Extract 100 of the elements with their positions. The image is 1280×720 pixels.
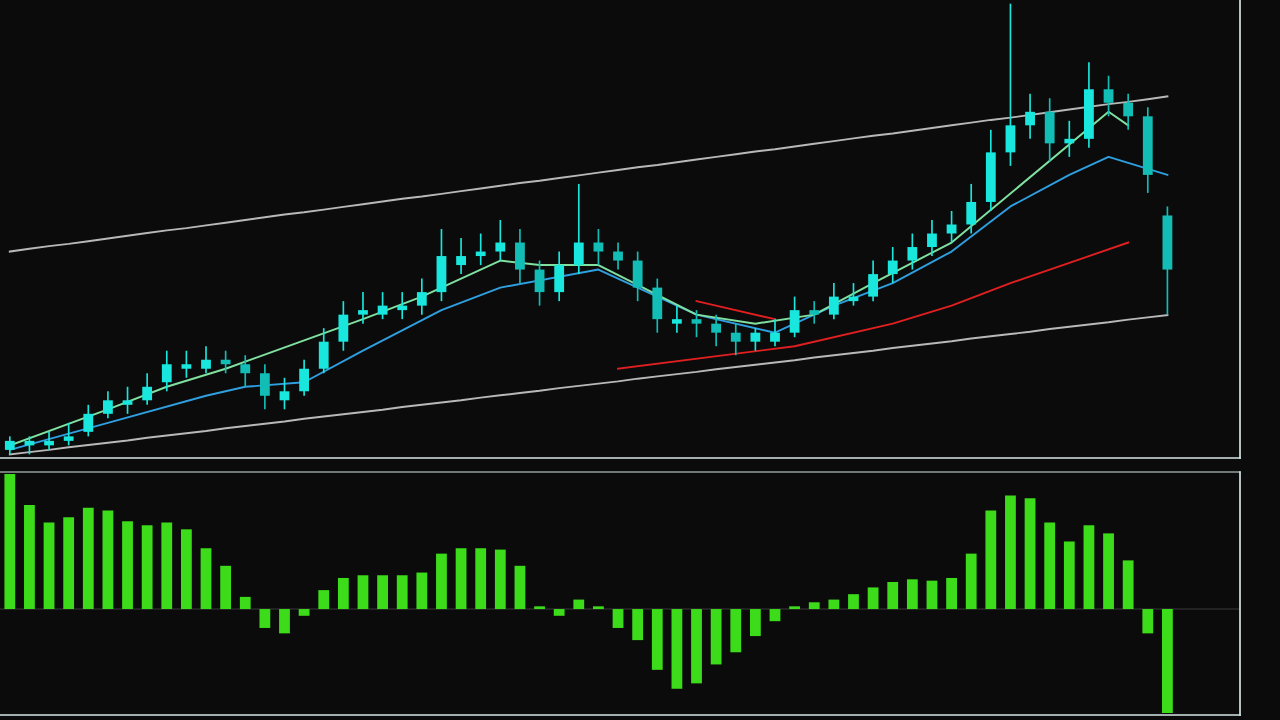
candlestick [887, 246, 898, 284]
bar [63, 517, 75, 610]
candlestick [181, 349, 192, 379]
bar [43, 522, 55, 610]
candlestick [83, 403, 94, 438]
bar [612, 609, 624, 628]
candlestick [358, 291, 368, 325]
candlestick [573, 183, 584, 275]
candlestick [1025, 92, 1035, 140]
candlestick [534, 259, 545, 307]
bar [1024, 498, 1036, 610]
bar [848, 594, 859, 610]
candlestick [495, 219, 506, 262]
bar [279, 609, 290, 634]
candlestick [220, 349, 231, 375]
candlestick [1064, 119, 1075, 158]
bar [808, 602, 820, 610]
bar [102, 510, 114, 610]
bar [141, 525, 153, 610]
candlestick [828, 282, 839, 320]
candlestick [730, 322, 741, 357]
candlestick [1103, 74, 1114, 118]
candlestick [750, 327, 761, 352]
bar [396, 575, 408, 610]
bar [573, 599, 585, 610]
candlestick [966, 183, 977, 235]
bar [416, 572, 428, 610]
bar [867, 587, 879, 610]
bar [475, 548, 487, 610]
bar [534, 606, 545, 610]
bar [789, 606, 801, 610]
candlestick [4, 435, 15, 456]
bar [161, 522, 173, 610]
bar [455, 548, 467, 610]
candlestick [1123, 92, 1134, 131]
bar [357, 575, 369, 610]
bar [436, 553, 447, 610]
bar [651, 609, 663, 670]
candlestick [927, 219, 937, 257]
bar [122, 521, 133, 610]
candlestick [416, 277, 427, 316]
bar [82, 507, 94, 610]
bar [632, 609, 644, 641]
candlestick [103, 390, 113, 420]
bar [887, 582, 899, 610]
candlestick [299, 358, 310, 397]
bar [200, 548, 212, 610]
bar [906, 579, 918, 610]
candlestick [122, 385, 133, 415]
bar [1063, 541, 1075, 610]
bar [828, 599, 840, 610]
bar [749, 609, 761, 637]
candlestick [44, 431, 54, 451]
bar [1142, 609, 1154, 634]
candlestick [907, 232, 918, 271]
candlestick [946, 210, 957, 244]
bar [1044, 522, 1056, 610]
candlestick [201, 345, 211, 375]
candlestick [593, 228, 604, 266]
bar [1103, 533, 1114, 610]
candlestick [456, 237, 466, 275]
candlestick [397, 291, 408, 320]
bar [4, 473, 16, 610]
bar [965, 553, 977, 610]
bar [1083, 525, 1095, 610]
bar [769, 609, 781, 622]
candlestick [789, 295, 800, 339]
bar [494, 549, 506, 610]
candlestick [240, 354, 251, 388]
bar [926, 580, 938, 610]
bar [318, 590, 330, 610]
bar [730, 609, 742, 653]
bar [181, 529, 192, 610]
candlestick [279, 376, 290, 411]
bar [377, 575, 388, 610]
bar [220, 565, 232, 610]
candlestick [142, 372, 153, 406]
candlestick [868, 259, 879, 302]
bar [710, 609, 722, 665]
bar [593, 606, 604, 610]
candlestick [613, 241, 623, 271]
bar [337, 577, 349, 610]
candlestick [711, 313, 722, 348]
candlestick [161, 349, 172, 393]
bar [985, 510, 997, 610]
candlestick [671, 304, 682, 334]
candlestick [377, 291, 388, 320]
bar [259, 609, 271, 628]
bar [1122, 560, 1134, 610]
bar [1005, 495, 1016, 610]
candlestick [63, 422, 74, 447]
bar [691, 609, 702, 684]
bar [298, 609, 310, 616]
bar [553, 609, 565, 616]
candlestick [259, 363, 270, 411]
bar [946, 577, 957, 610]
bar [514, 565, 526, 610]
bar [239, 596, 251, 610]
candlestick [691, 309, 702, 339]
candlestick [475, 232, 486, 266]
